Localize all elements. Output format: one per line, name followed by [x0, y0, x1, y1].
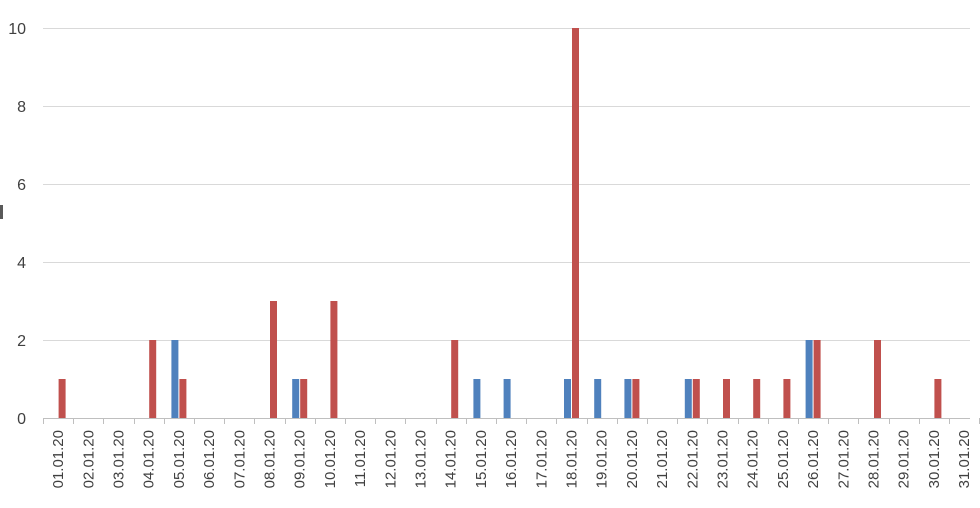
bar-series-2	[783, 379, 791, 418]
x-tick-label: 22.01.20	[684, 430, 701, 488]
x-tick-label: 18.01.20	[564, 430, 581, 488]
bar-series-2	[270, 301, 277, 418]
x-tick-label: 25.01.20	[775, 430, 792, 488]
y-tick-label: 4	[17, 255, 26, 272]
x-tick-label: 31.01.20	[956, 430, 973, 488]
x-tick-label: 19.01.20	[594, 430, 611, 488]
bar-series-1	[292, 379, 300, 418]
bar-series-2	[572, 28, 579, 418]
y-axis-labels: 0 2 4 6 8 10	[8, 21, 26, 428]
x-tick-label: 14.01.20	[443, 430, 460, 488]
x-tick-label: 16.01.20	[503, 430, 520, 488]
x-tick-label: 07.01.20	[231, 430, 248, 488]
y-tick-label: 0	[17, 411, 26, 428]
x-tick-label: 29.01.20	[896, 430, 913, 488]
x-tick-label: 21.01.20	[654, 430, 671, 488]
x-tick-label: 09.01.20	[292, 430, 309, 488]
bar-series-1	[171, 340, 179, 418]
bar-series-2	[813, 340, 821, 418]
bar-series-2	[58, 379, 66, 418]
x-tick-label: 05.01.20	[171, 430, 188, 488]
bar-series-2	[934, 379, 942, 418]
x-tick-label: 30.01.20	[926, 430, 943, 488]
x-axis-labels: 01.01.20 02.01.20 03.01.20 04.01.20 05.01.20…	[50, 430, 973, 488]
bar-series-2	[451, 340, 459, 418]
x-tick-label: 26.01.20	[805, 430, 822, 488]
bar-series-2	[723, 379, 730, 418]
x-tick-label: 28.01.20	[866, 430, 883, 488]
y-tick-label: 8	[17, 99, 26, 116]
y-tick-label: 10	[8, 21, 26, 38]
bar-series-2	[149, 340, 157, 418]
x-tick-label: 17.01.20	[533, 430, 550, 488]
bar-series-1	[564, 379, 571, 418]
bar-series-2	[753, 379, 761, 418]
y-tick-label: 2	[17, 333, 26, 350]
x-tick-label: 10.01.20	[322, 430, 339, 488]
x-axis	[43, 418, 980, 424]
y-tick-label: 6	[17, 177, 26, 194]
bars	[58, 28, 942, 418]
x-tick-label: 02.01.20	[80, 430, 97, 488]
bar-series-2	[874, 340, 881, 418]
bar-series-1	[594, 379, 602, 418]
left-edge-mark	[0, 205, 3, 219]
x-tick-label: 24.01.20	[745, 430, 762, 488]
x-tick-label: 15.01.20	[473, 430, 490, 488]
bar-series-1	[503, 379, 511, 418]
bar-series-1	[684, 379, 692, 418]
bar-series-2	[179, 379, 187, 418]
x-tick-label: 04.01.20	[141, 430, 158, 488]
bar-series-2	[330, 301, 338, 418]
bar-series-2	[632, 379, 640, 418]
bar-series-1	[473, 379, 481, 418]
x-tick-label: 01.01.20	[50, 430, 67, 488]
x-tick-label: 03.01.20	[111, 430, 128, 488]
x-tick-label: 27.01.20	[835, 430, 852, 488]
bar-series-1	[805, 340, 813, 418]
bar-series-2	[692, 379, 700, 418]
x-tick-label: 23.01.20	[715, 430, 732, 488]
x-tick-label: 06.01.20	[201, 430, 218, 488]
bar-series-2	[300, 379, 308, 418]
x-tick-label: 08.01.20	[262, 430, 279, 488]
x-tick-label: 12.01.20	[382, 430, 399, 488]
bar-series-1	[624, 379, 632, 418]
gridlines	[43, 28, 970, 341]
x-tick-label: 20.01.20	[624, 430, 641, 488]
x-tick-label: 11.01.20	[352, 430, 369, 487]
x-tick-label: 13.01.20	[413, 430, 430, 488]
